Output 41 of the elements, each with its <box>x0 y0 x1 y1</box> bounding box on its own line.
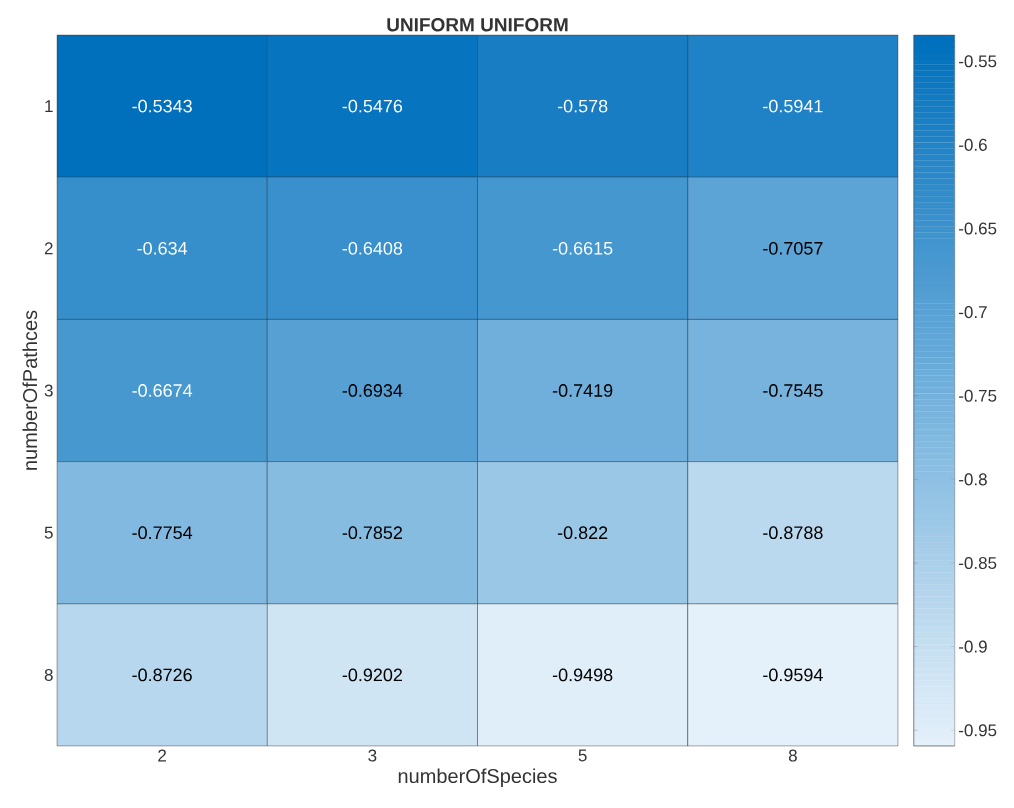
data-label: -0.7419 <box>552 384 613 397</box>
data-label: -0.822 <box>557 526 608 540</box>
color-bar-label: -0.8 <box>959 473 987 486</box>
color-bar-label: -0.95 <box>959 724 997 737</box>
x-axis-title: numberOfSpecies <box>398 768 557 788</box>
data-label: -0.5343 <box>132 99 192 113</box>
data-label: -0.9202 <box>342 668 402 682</box>
data-label: -0.9594 <box>763 668 823 682</box>
x-tick-label: 2 <box>158 749 166 762</box>
data-label: -0.6408 <box>342 241 403 255</box>
data-label: -0.634 <box>137 241 188 255</box>
color-bar-label: -0.85 <box>959 556 997 570</box>
data-label: -0.5476 <box>342 99 403 113</box>
data-label: -0.6615 <box>552 241 613 255</box>
x-tick-label: 5 <box>578 749 587 762</box>
data-label: -0.8726 <box>132 668 192 682</box>
color-bar-label: -0.55 <box>959 55 997 68</box>
color-bar-label: -0.65 <box>959 222 997 235</box>
data-label: -0.8788 <box>763 526 823 540</box>
x-tick-label: 8 <box>788 749 797 762</box>
data-label: -0.6674 <box>132 384 193 397</box>
y-tick-label: 3 <box>44 384 53 397</box>
y-axis-title: numberOfPathces <box>22 310 38 470</box>
data-label: -0.6934 <box>342 384 403 397</box>
data-label: -0.5941 <box>763 99 823 113</box>
color-bar-label: -0.6 <box>959 138 987 151</box>
data-label: -0.578 <box>557 99 608 113</box>
data-label: -0.7852 <box>342 526 402 540</box>
chart-title: UNIFORM UNIFORM <box>387 18 568 32</box>
color-bar-label: -0.7 <box>959 306 987 319</box>
color-bar-label: -0.75 <box>959 389 997 402</box>
data-label: -0.9498 <box>552 668 613 682</box>
x-tick-label: 3 <box>368 749 377 762</box>
color-bar-label: -0.9 <box>959 640 987 653</box>
y-tick-label: 5 <box>44 526 53 539</box>
y-tick-label: 1 <box>45 100 53 112</box>
y-tick-label: 8 <box>44 668 53 681</box>
data-label: -0.7545 <box>763 384 823 397</box>
data-label: -0.7057 <box>763 241 823 255</box>
y-tick-label: 2 <box>44 242 53 255</box>
data-label: -0.7754 <box>132 526 193 540</box>
